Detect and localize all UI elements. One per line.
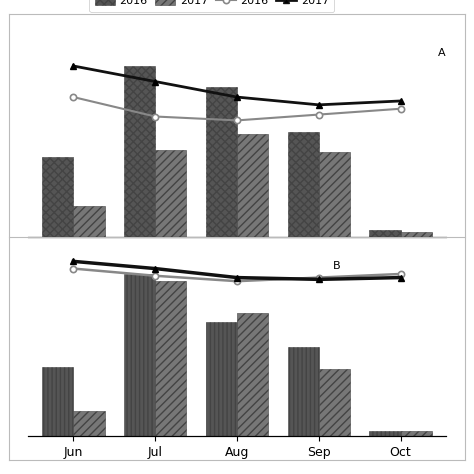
Bar [288, 132, 319, 237]
Bar [401, 232, 432, 237]
Bar [237, 134, 268, 237]
Bar [42, 367, 73, 436]
Bar [370, 431, 401, 436]
Bar [319, 369, 350, 436]
Bar [124, 66, 155, 237]
Bar [155, 281, 186, 436]
Text: B: B [333, 261, 340, 271]
Bar [73, 206, 104, 237]
Bar [370, 230, 401, 237]
Bar [73, 411, 104, 436]
Bar [206, 87, 237, 237]
Bar [155, 150, 186, 237]
Bar [237, 313, 268, 436]
Bar [124, 274, 155, 436]
Bar [42, 157, 73, 237]
Legend: 2016, 2017, 2016, 2017: 2016, 2017, 2016, 2017 [90, 0, 335, 12]
Bar [319, 152, 350, 237]
Text: A: A [438, 48, 446, 58]
Bar [206, 322, 237, 436]
Bar [401, 431, 432, 436]
Bar [288, 347, 319, 436]
